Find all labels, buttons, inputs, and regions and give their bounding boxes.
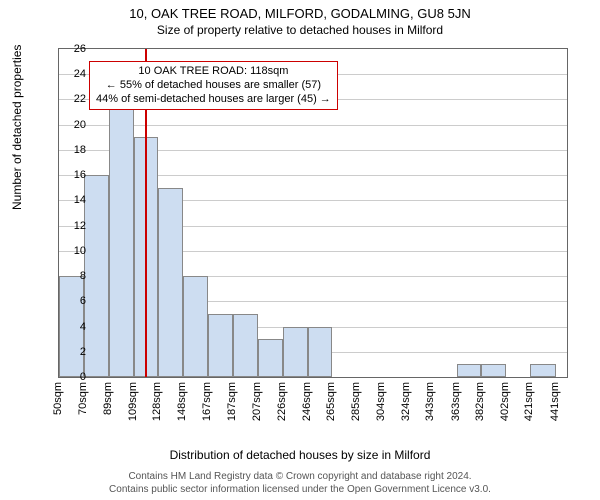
- histogram-bar: [208, 314, 233, 377]
- histogram-bar: [233, 314, 258, 377]
- x-tick-label: 187sqm: [226, 382, 238, 421]
- x-tick-label: 128sqm: [151, 382, 163, 421]
- histogram-bar: [158, 188, 183, 377]
- x-axis-label: Distribution of detached houses by size …: [0, 448, 600, 462]
- annotation-box: 10 OAK TREE ROAD: 118sqm← 55% of detache…: [89, 61, 338, 110]
- x-tick-label: 285sqm: [350, 382, 362, 421]
- y-tick-label: 6: [58, 295, 86, 307]
- histogram-bar: [530, 364, 555, 377]
- histogram-bar: [283, 327, 308, 377]
- histogram-bar: [109, 99, 134, 377]
- x-tick-label: 343sqm: [424, 382, 436, 421]
- chart-subtitle: Size of property relative to detached ho…: [0, 21, 600, 37]
- x-tick-label: 50sqm: [52, 382, 64, 415]
- histogram-bar: [308, 327, 332, 377]
- x-tick-label: 265sqm: [325, 382, 337, 421]
- x-tick-label: 70sqm: [77, 382, 89, 415]
- y-tick-label: 12: [58, 220, 86, 232]
- chart-container: 10, OAK TREE ROAD, MILFORD, GODALMING, G…: [0, 0, 600, 500]
- y-tick-label: 2: [58, 346, 86, 358]
- x-tick-label: 89sqm: [102, 382, 114, 415]
- y-tick-label: 20: [58, 119, 86, 131]
- x-tick-label: 207sqm: [251, 382, 263, 421]
- x-tick-label: 226sqm: [276, 382, 288, 421]
- y-tick-label: 26: [58, 43, 86, 55]
- histogram-bar: [84, 175, 108, 377]
- histogram-bar: [481, 364, 506, 377]
- x-tick-label: 441sqm: [549, 382, 561, 421]
- annotation-line: 44% of semi-detached houses are larger (…: [96, 93, 331, 107]
- x-tick-label: 304sqm: [375, 382, 387, 421]
- y-tick-label: 24: [58, 68, 86, 80]
- y-tick-label: 10: [58, 245, 86, 257]
- footer-line1: Contains HM Land Registry data © Crown c…: [0, 471, 600, 484]
- x-tick-label: 363sqm: [450, 382, 462, 421]
- y-axis-label: Number of detached properties: [10, 45, 24, 210]
- y-tick-label: 4: [58, 321, 86, 333]
- histogram-bar: [183, 276, 207, 377]
- histogram-bar: [258, 339, 282, 377]
- x-tick-label: 167sqm: [201, 382, 213, 421]
- y-tick-label: 18: [58, 144, 86, 156]
- x-tick-label: 382sqm: [474, 382, 486, 421]
- x-tick-label: 324sqm: [400, 382, 412, 421]
- gridline: [59, 125, 567, 126]
- x-tick-label: 402sqm: [499, 382, 511, 421]
- annotation-line: 10 OAK TREE ROAD: 118sqm: [96, 65, 331, 79]
- histogram-bar: [457, 364, 481, 377]
- x-tick-label: 246sqm: [301, 382, 313, 421]
- footer-attribution: Contains HM Land Registry data © Crown c…: [0, 471, 600, 496]
- y-tick-label: 22: [58, 93, 86, 105]
- y-tick-label: 8: [58, 270, 86, 282]
- y-tick-label: 14: [58, 194, 86, 206]
- chart-title: 10, OAK TREE ROAD, MILFORD, GODALMING, G…: [0, 0, 600, 21]
- x-tick-label: 109sqm: [127, 382, 139, 421]
- annotation-line: ← 55% of detached houses are smaller (57…: [96, 79, 331, 93]
- y-tick-label: 16: [58, 169, 86, 181]
- footer-line2: Contains public sector information licen…: [0, 484, 600, 497]
- x-tick-label: 148sqm: [176, 382, 188, 421]
- plot-area: 10 OAK TREE ROAD: 118sqm← 55% of detache…: [58, 48, 568, 378]
- x-tick-label: 421sqm: [523, 382, 535, 421]
